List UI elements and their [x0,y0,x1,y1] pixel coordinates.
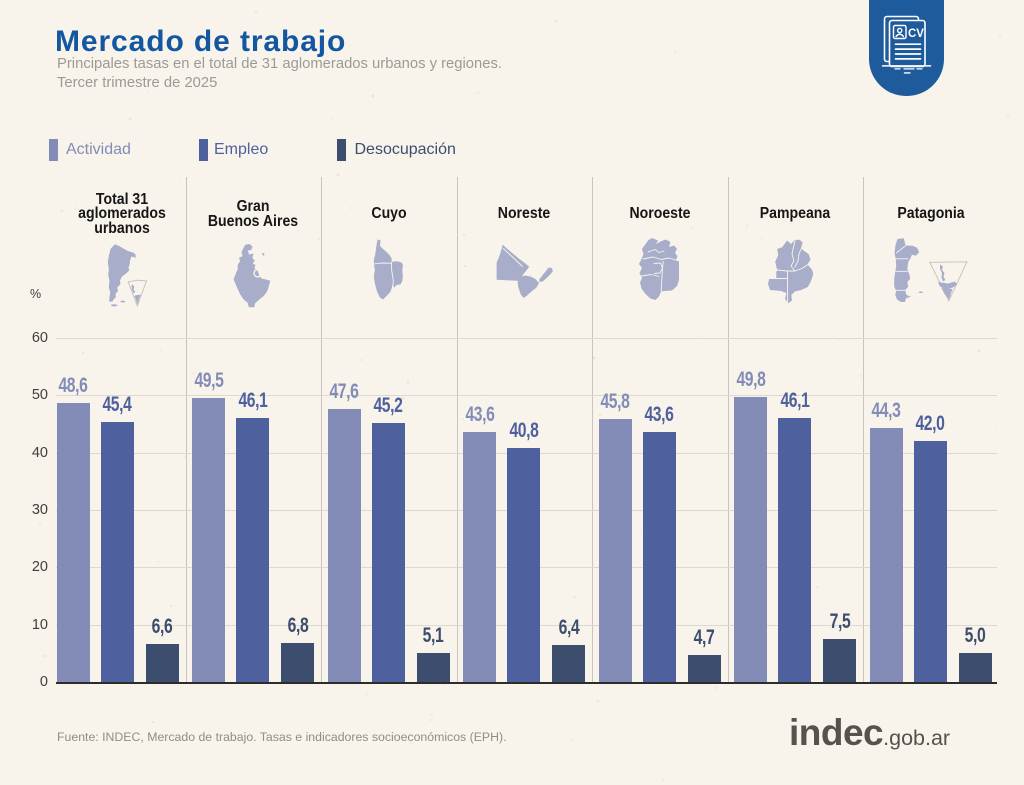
svg-text:CV: CV [908,28,924,40]
